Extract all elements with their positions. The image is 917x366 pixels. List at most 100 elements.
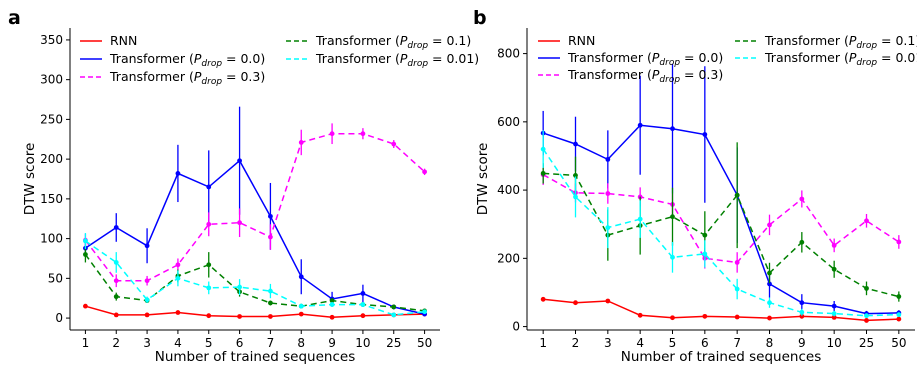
data-point [113, 312, 119, 318]
legend-label: Transformer (Pdrop = 0.01) [764, 50, 917, 68]
legend-item: Transformer (Pdrop = 0.1) [286, 33, 471, 51]
legend-label: Transformer (Pdrop = 0.0) [109, 51, 265, 69]
series-2 [83, 106, 427, 317]
data-point [360, 131, 366, 137]
x-tick-label: 8 [297, 336, 305, 350]
data-point [799, 309, 805, 315]
data-point [144, 278, 150, 284]
y-tick-label: 100 [40, 232, 63, 246]
y-tick-label: 600 [497, 115, 520, 129]
data-point [864, 318, 869, 323]
legend-item: Transformer (Pdrop = 0.01) [735, 50, 917, 68]
series-line [85, 305, 425, 319]
data-point [329, 298, 335, 303]
x-tick-label: 10 [355, 336, 370, 350]
y-axis-label: DTW score [22, 143, 38, 216]
data-point [83, 303, 88, 309]
data-point [175, 310, 181, 315]
series-3 [83, 123, 427, 288]
data-point [329, 314, 335, 320]
legend-item: RNN [538, 33, 595, 48]
data-point [864, 285, 869, 291]
x-tick-label: 5 [205, 336, 213, 350]
legend-label: Transformer (Pdrop = 0.3) [567, 67, 723, 85]
data-point [298, 303, 304, 309]
x-tick-label: 50 [891, 336, 906, 350]
data-point [298, 140, 304, 145]
data-point [702, 132, 708, 137]
data-point [831, 242, 837, 248]
series-line [542, 124, 899, 315]
legend-item: Transformer (Pdrop = 0.01) [286, 51, 479, 69]
data-point [237, 220, 242, 226]
data-point [605, 156, 611, 162]
series-5 [540, 130, 902, 319]
legend-item: Transformer (Pdrop = 0.0) [538, 50, 723, 68]
y-tick-label: 50 [48, 271, 63, 285]
data-point [144, 312, 150, 318]
y-tick-label: 800 [497, 47, 520, 61]
legend-item: Transformer (Pdrop = 0.1) [735, 33, 917, 51]
series-4 [540, 142, 902, 302]
series-2 [540, 63, 902, 317]
data-point [605, 191, 611, 196]
data-point [360, 313, 366, 319]
data-point [113, 278, 119, 284]
data-point [391, 141, 397, 147]
data-point [864, 313, 869, 319]
y-tick-label: 350 [40, 33, 63, 47]
data-point [831, 314, 837, 320]
data-point [799, 300, 805, 306]
x-tick-label: 6 [236, 336, 244, 350]
data-point [573, 173, 578, 178]
series-line [542, 148, 899, 317]
data-point [734, 314, 740, 320]
series-line [84, 159, 425, 315]
chart-panel-a: a 0 50 100 150 200 250 300 350 1 2 3 4 5 6 7 8 9 10 25 50 Num… [8, 7, 479, 365]
legend-label: Transformer (Pdrop = 0.3) [109, 69, 265, 87]
x-tick-label: 1 [539, 336, 547, 350]
data-point [573, 141, 578, 147]
data-point [605, 298, 611, 304]
data-point [206, 184, 212, 190]
axes: 0 200 400 600 800 1 2 3 4 5 6 7 8 9 10 25 50 Number of tr… [475, 28, 915, 365]
data-point [206, 313, 212, 319]
x-tick-label: 5 [669, 336, 677, 350]
data-point [422, 169, 427, 175]
data-point [573, 194, 578, 200]
data-point [896, 312, 902, 318]
data-point [391, 304, 397, 310]
x-tick-label: 1 [82, 336, 90, 350]
data-point [268, 314, 273, 319]
data-point [767, 300, 772, 306]
data-point [113, 260, 119, 265]
data-point [206, 221, 212, 227]
data-point [896, 294, 902, 299]
series-line [84, 240, 425, 316]
x-tick-label: 4 [174, 336, 182, 350]
data-point [83, 238, 88, 244]
series-1 [540, 296, 902, 323]
data-point [268, 213, 273, 219]
legend-label: RNN [110, 33, 137, 48]
x-tick-label: 7 [733, 336, 741, 350]
x-tick-label: 3 [604, 336, 612, 350]
data-point [896, 316, 902, 322]
legend-item: Transformer (Pdrop = 0.3) [538, 67, 723, 85]
data-point [540, 146, 546, 152]
data-point [831, 311, 837, 317]
y-tick-label: 250 [40, 112, 63, 126]
data-point [670, 315, 675, 321]
data-point [702, 251, 708, 257]
data-point [799, 196, 805, 202]
data-point [799, 239, 805, 245]
data-point [831, 266, 837, 272]
legend-item: Transformer (Pdrop = 0.3) [80, 69, 265, 87]
data-point [702, 232, 708, 238]
panel-letter: b [473, 7, 487, 29]
series-3 [540, 164, 902, 273]
series-5 [83, 233, 427, 318]
